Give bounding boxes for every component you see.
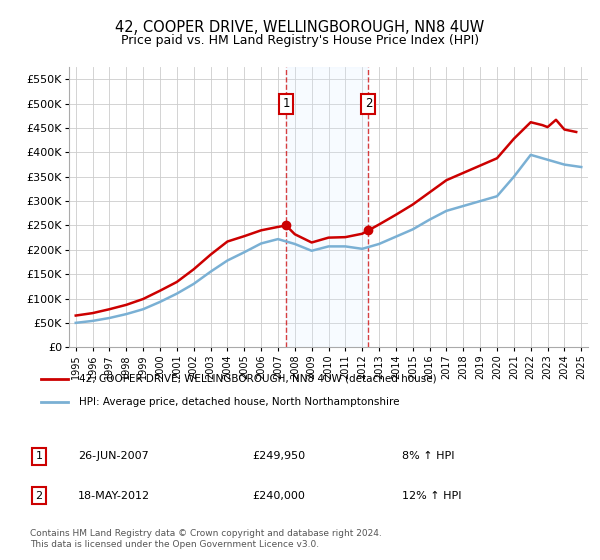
Text: 1: 1 xyxy=(282,97,290,110)
Text: £249,950: £249,950 xyxy=(252,451,305,461)
Text: Contains HM Land Registry data © Crown copyright and database right 2024.
This d: Contains HM Land Registry data © Crown c… xyxy=(30,529,382,549)
Text: 42, COOPER DRIVE, WELLINGBOROUGH, NN8 4UW (detached house): 42, COOPER DRIVE, WELLINGBOROUGH, NN8 4U… xyxy=(79,374,436,384)
Bar xyxy=(286,67,368,347)
Text: HPI: Average price, detached house, North Northamptonshire: HPI: Average price, detached house, Nort… xyxy=(79,397,399,407)
Text: 12% ↑ HPI: 12% ↑ HPI xyxy=(402,491,461,501)
Text: 42, COOPER DRIVE, WELLINGBOROUGH, NN8 4UW: 42, COOPER DRIVE, WELLINGBOROUGH, NN8 4U… xyxy=(115,20,485,35)
Text: 1: 1 xyxy=(35,451,43,461)
Text: £240,000: £240,000 xyxy=(252,491,305,501)
Text: 26-JUN-2007: 26-JUN-2007 xyxy=(78,451,149,461)
Text: 8% ↑ HPI: 8% ↑ HPI xyxy=(402,451,455,461)
Text: 2: 2 xyxy=(35,491,43,501)
Text: 2: 2 xyxy=(365,97,372,110)
Text: 18-MAY-2012: 18-MAY-2012 xyxy=(78,491,150,501)
Text: Price paid vs. HM Land Registry's House Price Index (HPI): Price paid vs. HM Land Registry's House … xyxy=(121,34,479,46)
